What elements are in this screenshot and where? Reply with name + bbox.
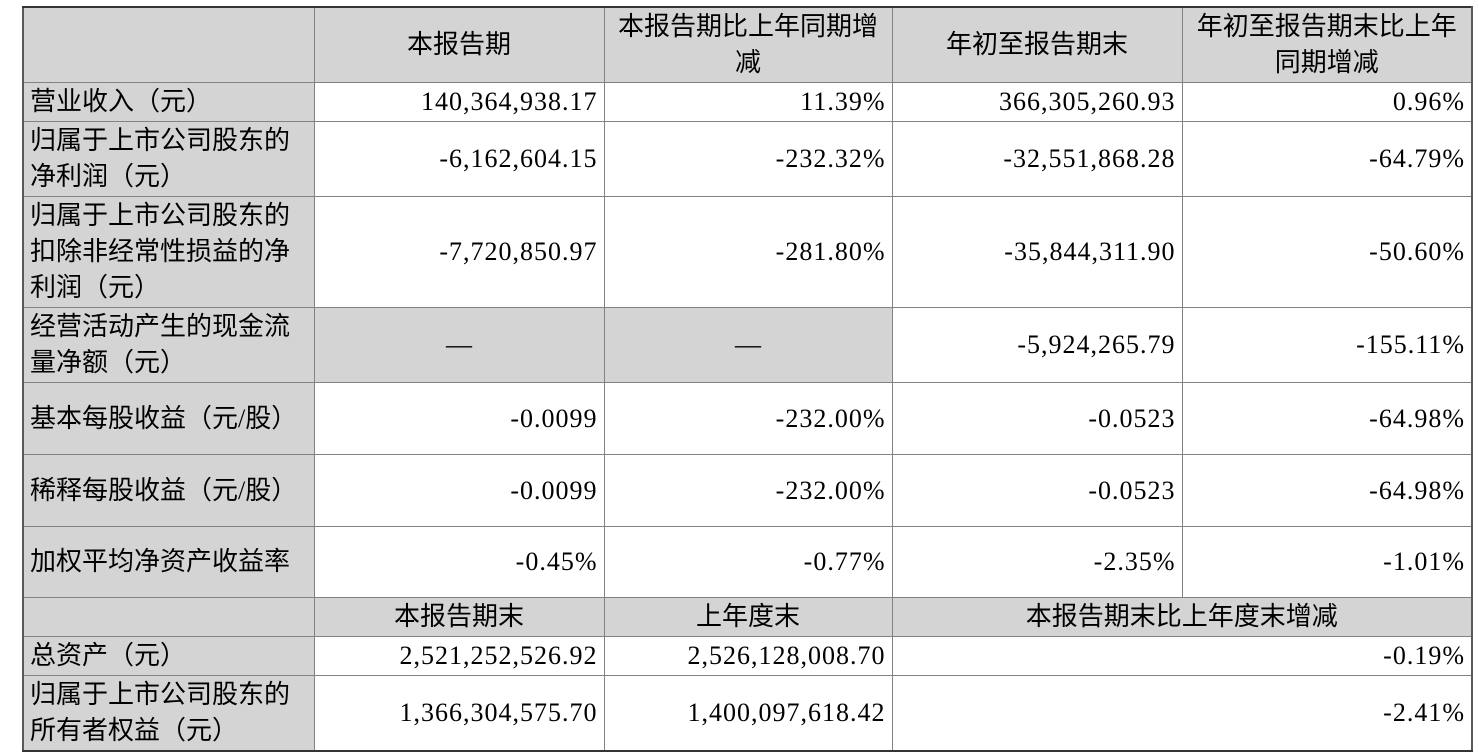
metric-value-ytd-yoy: -64.79% (1181, 121, 1473, 197)
metric-label: 归属于上市公司股东的所有者权益（元） (22, 675, 315, 752)
corner-cell (22, 6, 315, 83)
col-header-ytd-yoy: 年初至报告期末比上年同期增减 (1181, 6, 1473, 83)
table-row-diluted-eps: 稀释每股收益（元/股） -0.0099 -232.00% -0.0523 -64… (22, 454, 1473, 527)
metric-value-current: -7,720,850.97 (313, 196, 605, 308)
col-header-prev-year-end: 上年度末 (603, 597, 893, 637)
metric-value-current-yoy: -232.00% (603, 454, 893, 527)
table-row-basic-eps: 基本每股收益（元/股） -0.0099 -232.00% -0.0523 -64… (22, 382, 1473, 455)
metric-value-ytd: -32,551,868.28 (891, 121, 1183, 197)
col-header-end-change: 本报告期末比上年度末增减 (891, 597, 1473, 637)
metric-value-prev-year-end: 2,526,128,008.70 (603, 636, 893, 676)
metric-value-period-end: 2,521,252,526.92 (313, 636, 605, 676)
table-row-operating-cash-flow: 经营活动产生的现金流量净额（元） — — -5,924,265.79 -155.… (22, 307, 1473, 383)
metric-value-period-end: 1,366,304,575.70 (313, 675, 605, 752)
metric-label: 营业收入（元） (22, 82, 315, 122)
metric-value-ytd-yoy: -1.01% (1181, 526, 1473, 598)
metric-label: 加权平均净资产收益率 (22, 526, 315, 598)
metric-value-current: -0.0099 (313, 382, 605, 455)
table-row-revenue: 营业收入（元） 140,364,938.17 11.39% 366,305,26… (22, 82, 1473, 122)
col-header-period-end: 本报告期末 (313, 597, 605, 637)
metric-label: 稀释每股收益（元/股） (22, 454, 315, 527)
metric-label: 归属于上市公司股东的净利润（元） (22, 121, 315, 197)
metric-value-end-change: -2.41% (891, 675, 1473, 752)
metric-value-ytd-yoy: 0.96% (1181, 82, 1473, 122)
table-row-net-profit: 归属于上市公司股东的净利润（元） -6,162,604.15 -232.32% … (22, 121, 1473, 197)
metric-value-end-change: -0.19% (891, 636, 1473, 676)
metric-value-current-yoy: -0.77% (603, 526, 893, 598)
table-row-net-profit-ex-nonrecurring: 归属于上市公司股东的扣除非经常性损益的净利润（元） -7,720,850.97 … (22, 196, 1473, 308)
metric-value-current-yoy: -281.80% (603, 196, 893, 308)
metric-value-ytd-yoy: -64.98% (1181, 454, 1473, 527)
metric-value-ytd-yoy: -155.11% (1181, 307, 1473, 383)
col-header-ytd: 年初至报告期末 (891, 6, 1183, 83)
metric-value-ytd-yoy: -50.60% (1181, 196, 1473, 308)
metric-value-current: -0.0099 (313, 454, 605, 527)
metric-value-current: -0.45% (313, 526, 605, 598)
financial-summary-table: 本报告期 本报告期比上年同期增减 年初至报告期末 年初至报告期末比上年同期增减 … (22, 6, 1473, 752)
metric-value-ytd: -35,844,311.90 (891, 196, 1183, 308)
metric-value-current-yoy: -232.32% (603, 121, 893, 197)
metric-value-ytd: -0.0523 (891, 454, 1183, 527)
metric-value-current-yoy: -232.00% (603, 382, 893, 455)
metric-value-ytd: 366,305,260.93 (891, 82, 1183, 122)
metric-value-ytd: -2.35% (891, 526, 1183, 598)
metric-value-current-dash: — (313, 307, 605, 383)
metric-label: 归属于上市公司股东的扣除非经常性损益的净利润（元） (22, 196, 315, 308)
metric-label: 基本每股收益（元/股） (22, 382, 315, 455)
metric-value-ytd-yoy: -64.98% (1181, 382, 1473, 455)
header-row-period: 本报告期 本报告期比上年同期增减 年初至报告期末 年初至报告期末比上年同期增减 (22, 6, 1473, 83)
metric-value-prev-year-end: 1,400,097,618.42 (603, 675, 893, 752)
table-row-owners-equity: 归属于上市公司股东的所有者权益（元） 1,366,304,575.70 1,40… (22, 675, 1473, 752)
metric-value-current: 140,364,938.17 (313, 82, 605, 122)
metric-value-current: -6,162,604.15 (313, 121, 605, 197)
metric-value-current-yoy-dash: — (603, 307, 893, 383)
metric-label: 总资产（元） (22, 636, 315, 676)
table-row-weighted-avg-roe: 加权平均净资产收益率 -0.45% -0.77% -2.35% -1.01% (22, 526, 1473, 598)
corner-cell (22, 597, 315, 637)
metric-value-ytd: -0.0523 (891, 382, 1183, 455)
table-row-total-assets: 总资产（元） 2,521,252,526.92 2,526,128,008.70… (22, 636, 1473, 676)
col-header-current-yoy: 本报告期比上年同期增减 (603, 6, 893, 83)
metric-value-ytd: -5,924,265.79 (891, 307, 1183, 383)
metric-value-current-yoy: 11.39% (603, 82, 893, 122)
metric-label: 经营活动产生的现金流量净额（元） (22, 307, 315, 383)
header-row-period-end: 本报告期末 上年度末 本报告期末比上年度末增减 (22, 597, 1473, 637)
col-header-current-period: 本报告期 (313, 6, 605, 83)
